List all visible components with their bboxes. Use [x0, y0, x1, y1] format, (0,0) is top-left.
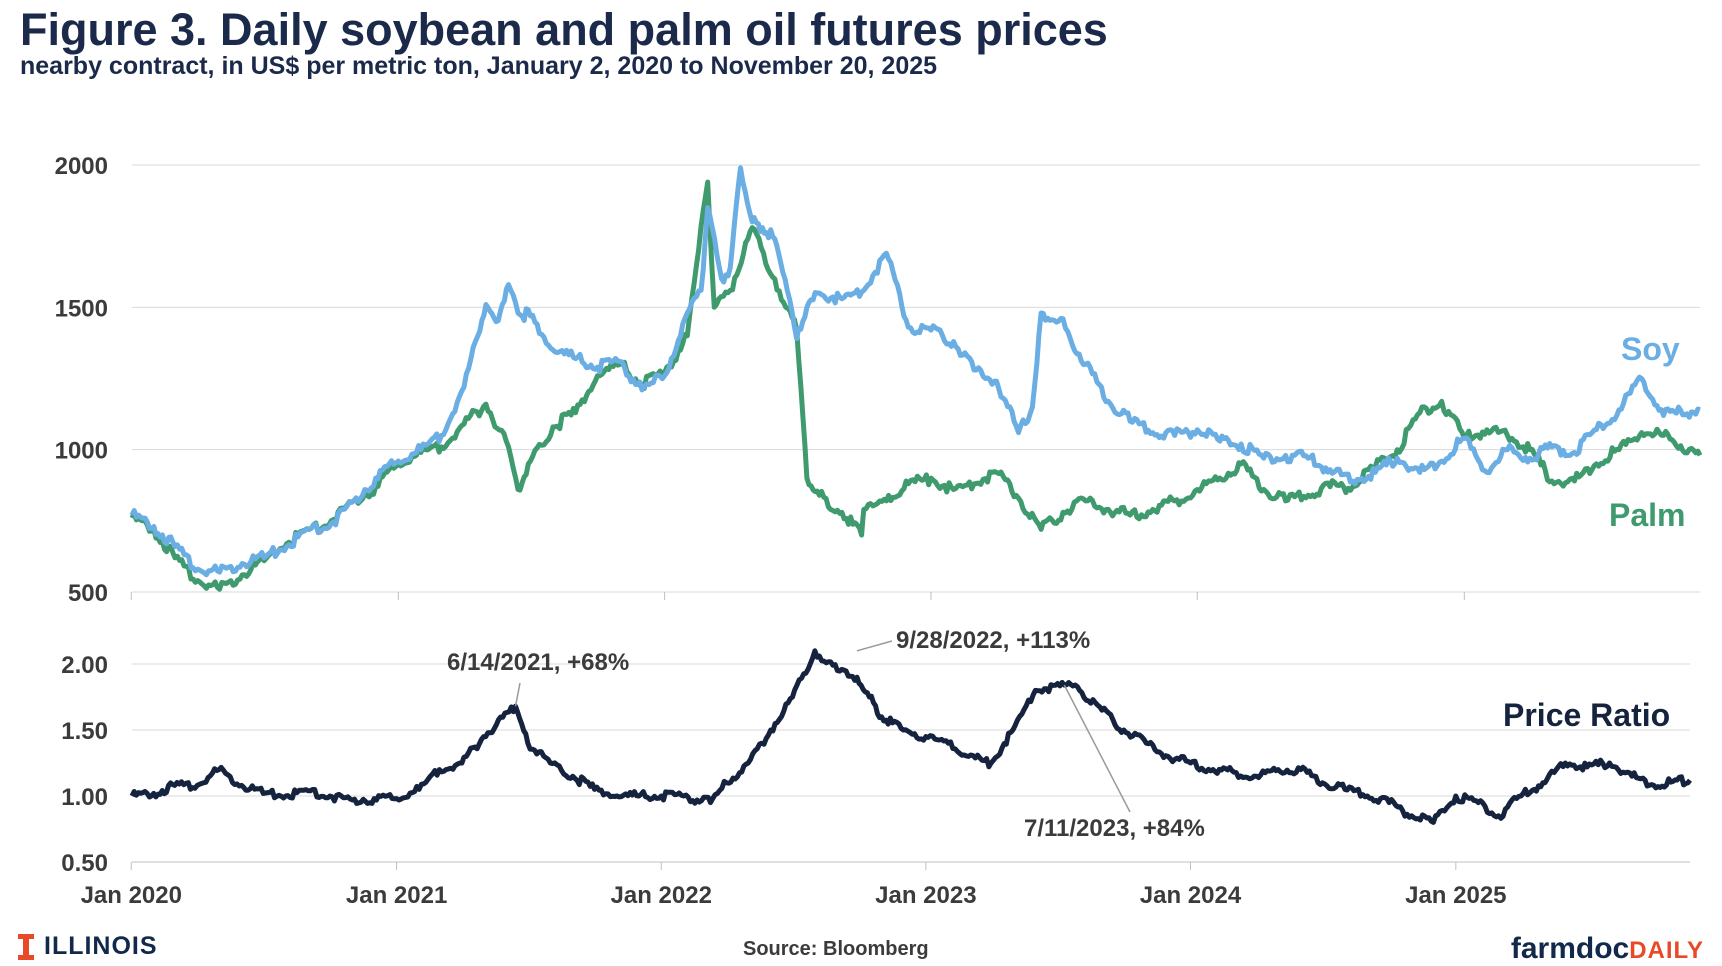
- source-note: Source: Bloomberg: [743, 938, 929, 960]
- farmdoc-wordmark: farmdoc: [1510, 932, 1630, 965]
- annotation-label: 6/14/2021, +68%: [447, 649, 629, 676]
- ratio-y-tick: 2.00: [61, 652, 108, 679]
- ratio-grid: 2.00 1.50 1.00 0.50: [61, 652, 1690, 877]
- palm-line: [129, 179, 1703, 592]
- ratio-y-tick: 0.50: [61, 850, 108, 877]
- annotation-label: 7/11/2023, +84%: [1024, 815, 1205, 842]
- chart-title: Figure 3. Daily soybean and palm oil fut…: [20, 4, 1108, 55]
- x-axis: Jan 2020 Jan 2021 Jan 2022 Jan 2023 Jan 2024…: [81, 592, 1690, 909]
- annotation-leader: [1063, 684, 1131, 813]
- ratio-lines: [129, 648, 1692, 825]
- x-tick-label: Jan 2023: [875, 882, 976, 909]
- x-tick-label: Jan 2020: [81, 882, 182, 909]
- x-tick-label: Jan 2025: [1405, 882, 1506, 909]
- series-labels: Soy Palm Price Ratio: [1503, 331, 1685, 733]
- annotation-label: 9/28/2022, +113%: [896, 627, 1090, 654]
- ratio-y-tick: 1.00: [61, 784, 108, 811]
- ratio-y-tick: 1.50: [61, 718, 108, 745]
- price-y-tick: 1000: [55, 438, 108, 465]
- annotations: 6/14/2021, +68% 9/28/2022, +113% 7/11/2023…: [447, 627, 1205, 842]
- chart-subtitle: nearby contract, in US$ per metric ton, …: [20, 52, 938, 80]
- price-lines: [129, 165, 1703, 592]
- price-ratio-line: [129, 648, 1692, 825]
- soy-line: [129, 165, 1701, 578]
- illinois-logo-icon: [18, 933, 34, 960]
- series-label-price-ratio: Price Ratio: [1503, 697, 1670, 733]
- illinois-wordmark: ILLINOIS: [44, 932, 158, 960]
- series-label-palm: Palm: [1609, 497, 1685, 533]
- annotation-leader: [514, 682, 521, 707]
- price-grid: 2000 1500 1000 500: [55, 153, 1700, 607]
- price-y-tick: 500: [68, 580, 108, 607]
- farmdoc-daily-logo: farmdocDAILY: [1511, 932, 1704, 966]
- x-tick-label: Jan 2021: [346, 882, 447, 909]
- series-label-soy: Soy: [1621, 331, 1680, 367]
- price-y-tick: 1500: [55, 295, 108, 322]
- annotation-leader: [856, 640, 893, 652]
- x-tick-label: Jan 2024: [1140, 882, 1242, 909]
- x-tick-label: Jan 2022: [611, 882, 712, 909]
- price-y-tick: 2000: [55, 153, 108, 180]
- illinois-brand: ILLINOIS: [18, 932, 158, 961]
